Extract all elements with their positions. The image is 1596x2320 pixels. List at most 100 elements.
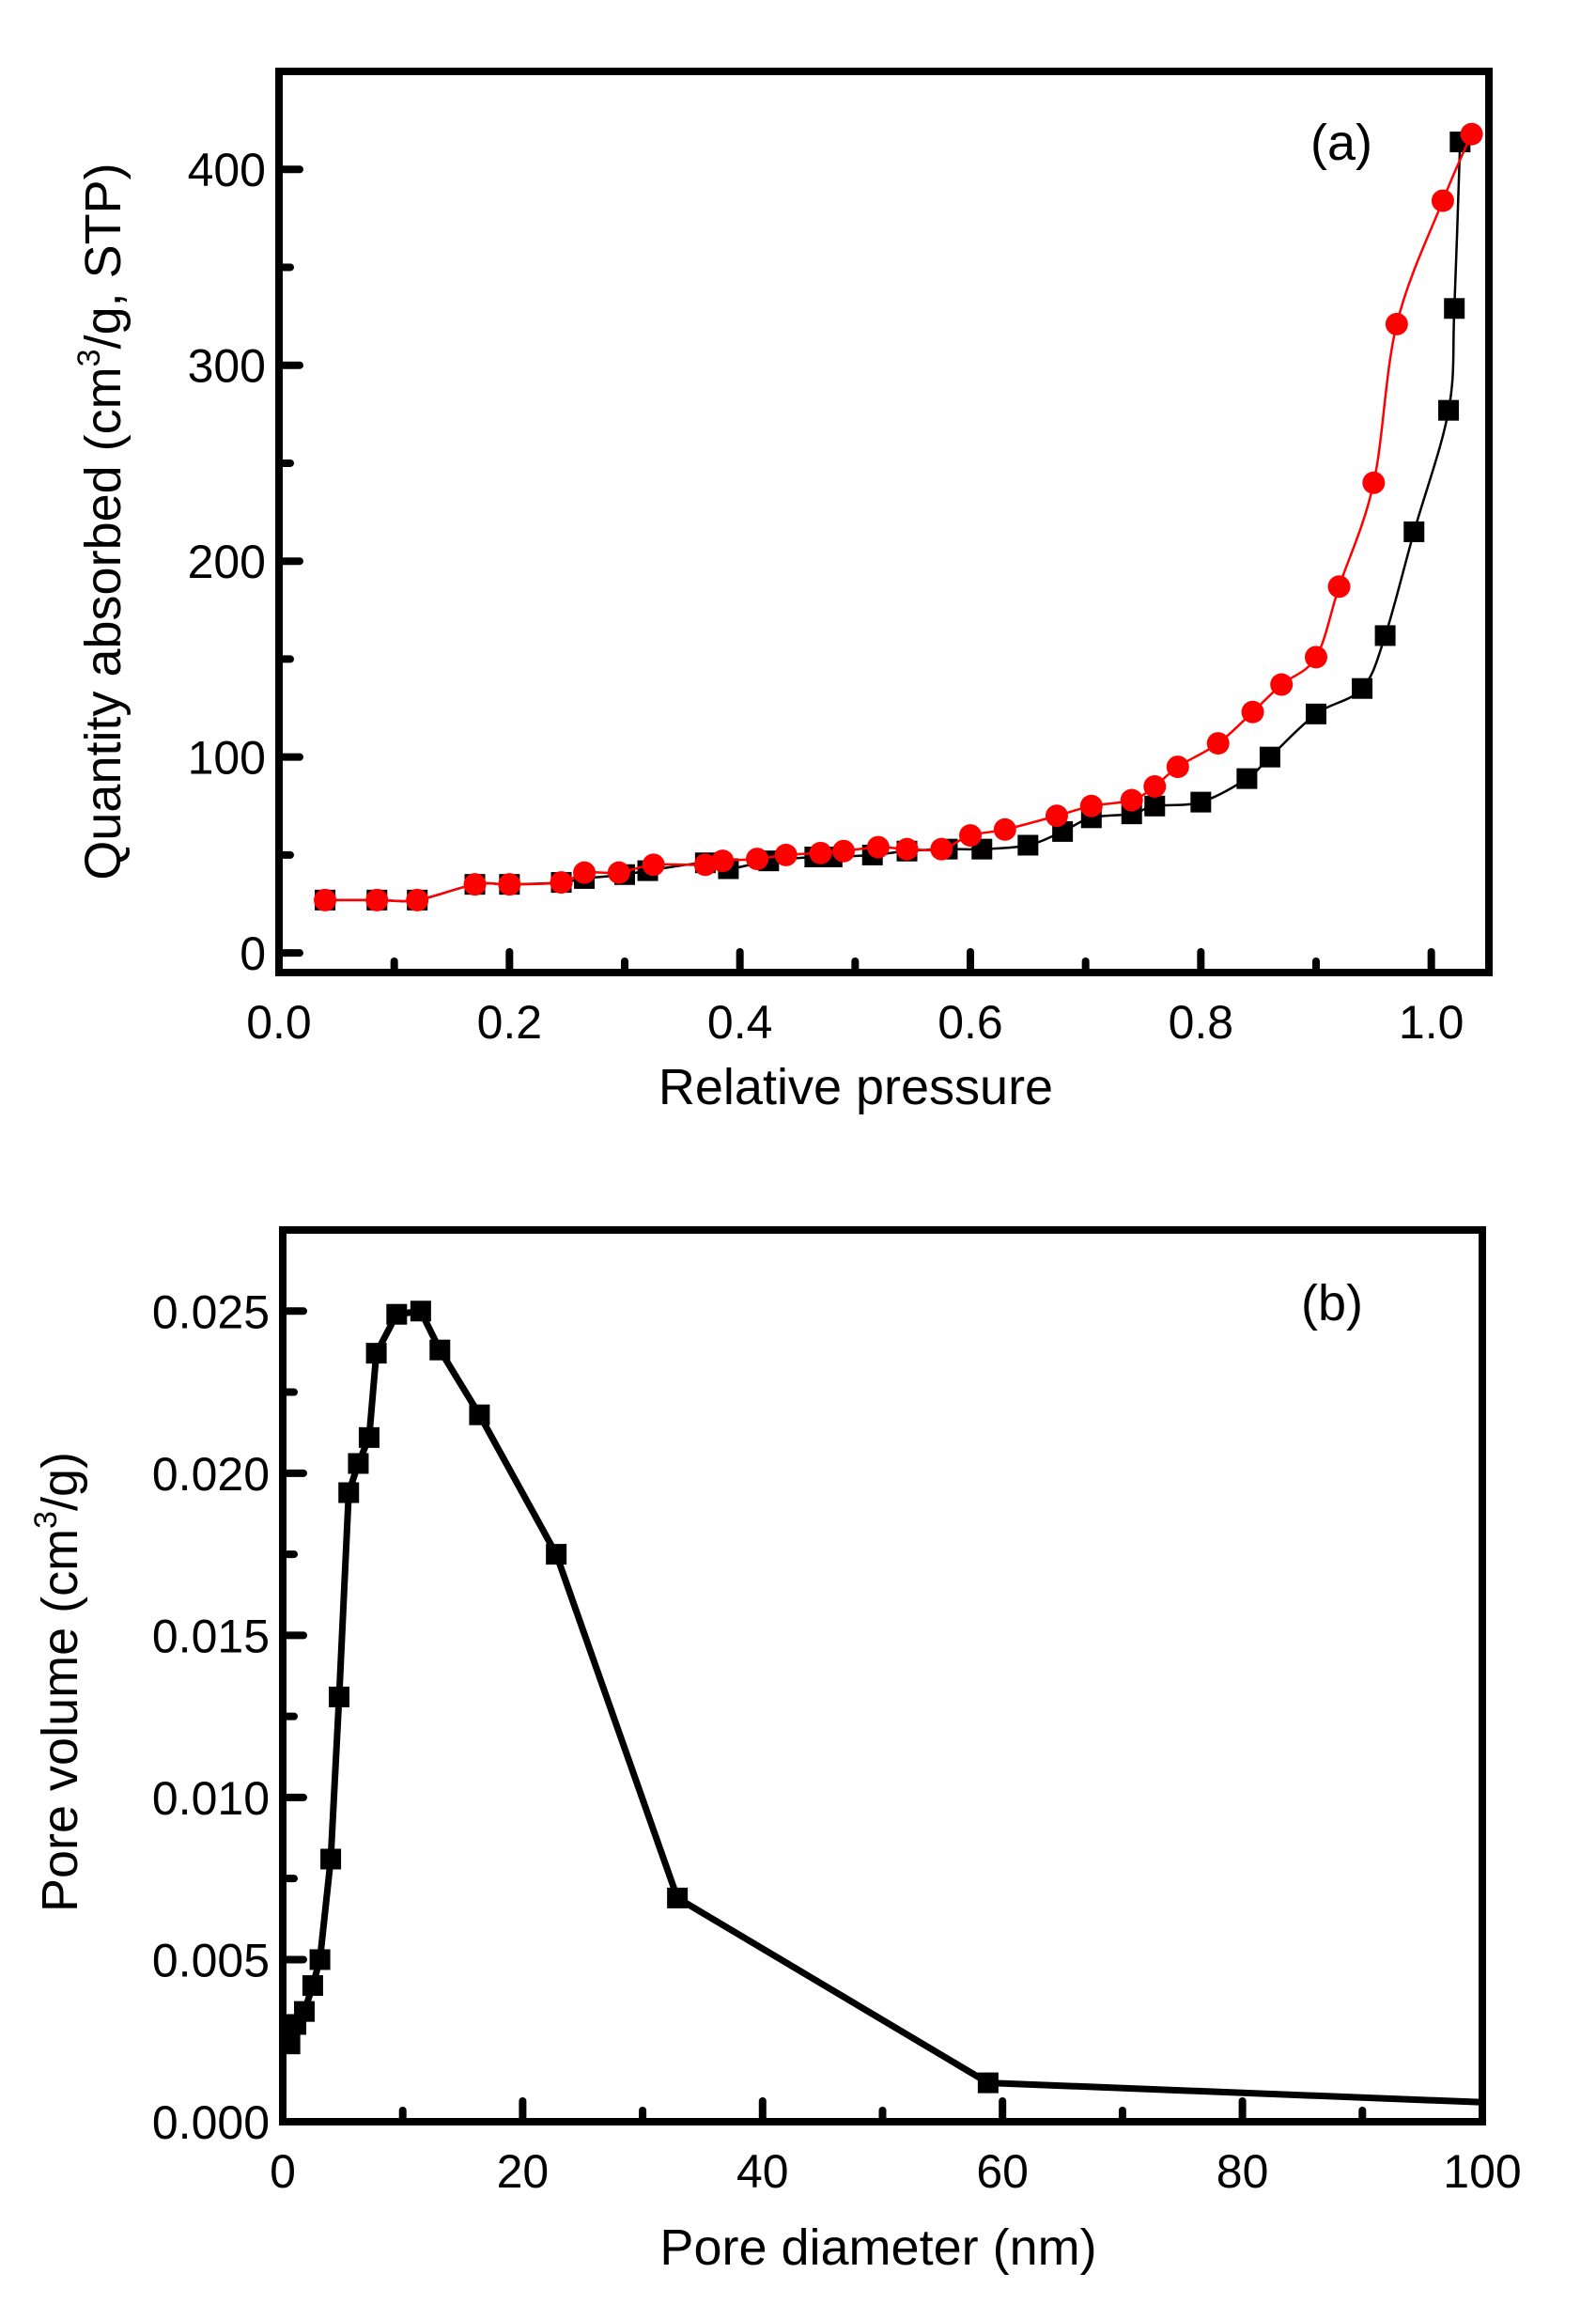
panel-b-x-axis-label: Pore diameter (nm) <box>659 2219 1096 2276</box>
panel-b-pore-size-distribution-point <box>309 1949 331 1970</box>
panel-a-x-tick-label: 0.6 <box>937 996 1003 1049</box>
panel-a-y-label-sup: 3 <box>71 349 107 366</box>
panel-b-y-tick-label: 0.025 <box>152 1285 270 1338</box>
panel-a-desorption-point <box>1166 755 1189 779</box>
panel-a-x-tick-label: 0.8 <box>1169 996 1234 1049</box>
panel-a-desorption-point <box>1305 646 1327 669</box>
panel-b-pore-size-distribution-point <box>293 2001 315 2022</box>
panel-a-desorption-point <box>1143 774 1167 798</box>
panel-a-desorption-point <box>365 888 389 911</box>
panel-a-desorption-point <box>895 837 919 861</box>
panel-a-label: (a) <box>1310 115 1372 171</box>
panel-b-pore-size-distribution-point <box>302 1975 323 1997</box>
panel-b-pore-distribution: 0 20 40 60 80 100 0.000 0.005 0.010 0.015 0.020 0.0… <box>28 1226 1522 2276</box>
panel-a-desorption-point <box>930 837 953 861</box>
panel-a-x-axis-label: Relative pressure <box>659 1059 1053 1115</box>
panel-a-y-tick-label: 300 <box>188 340 266 393</box>
panel-a-y-tick-label: 400 <box>188 144 266 196</box>
panel-b-x-tick-label: 80 <box>1216 2145 1269 2198</box>
panel-a-ticks: 0.0 0.2 0.4 0.6 0.8 1.0 0 100 200 300 400 <box>188 144 1464 1049</box>
panel-a-desorption-point <box>711 849 735 873</box>
panel-a-marks <box>314 122 1483 911</box>
panel-a-desorption-point <box>1431 189 1454 212</box>
panel-a-desorption-point <box>1327 575 1351 599</box>
panel-a-desorption-point <box>1270 673 1294 696</box>
panel-a-y-label-rest: /g, STP) <box>75 163 132 349</box>
panel-b-y-axis-label: Pore volume (cm3/g) <box>28 1452 88 1912</box>
panel-b-pore-size-distribution-point <box>410 1300 431 1322</box>
panel-a-adsorption-point <box>1259 746 1280 768</box>
panel-a-isotherm: 0.0 0.2 0.4 0.6 0.8 1.0 0 100 200 300 400 (a) Rela… <box>71 68 1493 1115</box>
panel-a-desorption-point <box>1120 788 1143 812</box>
panel-b-x-tick-label: 0 <box>270 2145 296 2198</box>
panel-a-desorption-point <box>498 873 521 896</box>
panel-a-desorption-point <box>832 839 856 863</box>
panel-a-desorption-point <box>573 861 597 884</box>
panel-b-marks <box>279 1300 1483 2106</box>
panel-a-desorption-point <box>1362 471 1386 494</box>
panel-a-x-tick-label: 0.4 <box>707 996 773 1049</box>
panel-a-adsorption-point <box>1144 795 1166 817</box>
panel-b-y-tick-label: 0.010 <box>152 1772 270 1825</box>
panel-b-pore-size-distribution-point <box>320 1848 342 1870</box>
panel-a-axes-frame <box>275 68 1493 976</box>
panel-a-desorption-point <box>1206 732 1230 755</box>
panel-b-y-label-main: Pore volume (cm <box>32 1529 88 1912</box>
panel-a-desorption-point <box>1241 700 1264 724</box>
panel-a-x-tick-label: 0.2 <box>477 996 543 1049</box>
panel-a-adsorption-point <box>1236 768 1258 789</box>
panel-b-x-tick-label: 20 <box>497 2145 550 2198</box>
panel-a-adsorption-point <box>1444 298 1465 319</box>
panel-a-desorption-point <box>774 843 798 866</box>
panel-a-adsorption-point <box>1438 399 1460 421</box>
panel-a-y-tick-label: 200 <box>188 536 266 588</box>
panel-a-adsorption-point <box>1403 521 1425 542</box>
panel-b-x-tick-label: 100 <box>1443 2145 1521 2198</box>
panel-b-ticks: 0 20 40 60 80 100 0.000 0.005 0.010 0.015 0.020 0.0… <box>152 1285 1522 2198</box>
panel-a-desorption-point <box>959 824 982 848</box>
panel-a-y-tick-label: 100 <box>188 732 266 785</box>
panel-b-y-label-sup: 3 <box>28 1511 64 1529</box>
panel-a-y-tick-label: 0 <box>240 927 266 980</box>
panel-a-desorption-point <box>1079 794 1103 817</box>
panel-b-y-tick-label: 0.000 <box>152 2096 270 2149</box>
panel-a-desorption-line <box>325 133 1473 903</box>
panel-b-y-tick-label: 0.005 <box>152 1934 270 1986</box>
panel-b-x-tick-label: 40 <box>736 2145 789 2198</box>
panel-b-pore-size-distribution-point <box>338 1482 360 1503</box>
panel-a-x-tick-label: 0.0 <box>246 996 312 1049</box>
panel-a-y-axis-label: Quantity absorbed (cm3/g, STP) <box>71 163 132 880</box>
panel-a-adsorption-point <box>1374 625 1396 646</box>
panel-a-adsorption-point <box>1017 834 1039 856</box>
panel-a-desorption-point <box>809 841 832 864</box>
panel-a-desorption-point <box>693 853 717 877</box>
panel-a-adsorption-point <box>1352 677 1373 699</box>
panel-a-desorption-point <box>1385 312 1408 335</box>
panel-b-y-tick-label: 0.015 <box>152 1610 270 1662</box>
panel-b-pore-size-distribution-point <box>329 1686 350 1707</box>
panel-b-pore-size-distribution-line <box>287 1307 1483 2106</box>
panel-a-desorption-point <box>746 848 769 871</box>
panel-b-pore-size-distribution-point <box>546 1544 567 1565</box>
panel-a-desorption-point <box>463 873 487 896</box>
panel-b-x-tick-label: 60 <box>976 2145 1029 2198</box>
panel-b-label: (b) <box>1301 1275 1363 1331</box>
panel-b-pore-size-distribution-point <box>386 1303 408 1325</box>
panel-a-desorption-point <box>993 817 1016 841</box>
panel-a-desorption-point <box>866 835 890 859</box>
panel-b-pore-size-distribution-point <box>365 1343 387 1364</box>
panel-a-adsorption-point <box>1306 703 1326 724</box>
panel-a-desorption-point <box>607 861 630 884</box>
panel-a-desorption-point <box>314 888 337 911</box>
panel-a-desorption-point <box>406 888 429 911</box>
panel-a-desorption-point <box>550 871 573 895</box>
panel-a-x-tick-label: 1.0 <box>1399 996 1464 1049</box>
panel-b-y-tick-label: 0.020 <box>152 1448 270 1501</box>
panel-a-adsorption-line <box>325 142 1462 903</box>
panel-a-desorption-point <box>1460 122 1483 146</box>
panel-b-pore-size-distribution-point <box>429 1339 451 1361</box>
panel-a-y-label-main: Quantity absorbed (cm <box>75 366 132 880</box>
panel-b-y-label-rest: /g) <box>32 1452 88 1511</box>
panel-a-desorption-point <box>1046 804 1068 828</box>
